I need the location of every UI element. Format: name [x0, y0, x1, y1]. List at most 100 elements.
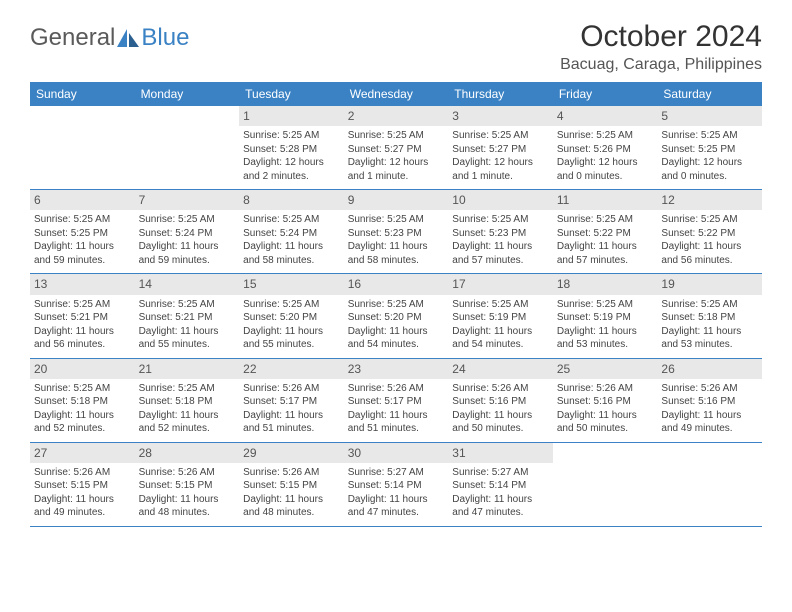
- sunset-line: Sunset: 5:14 PM: [348, 479, 445, 493]
- calendar-day-cell: 23Sunrise: 5:26 AMSunset: 5:17 PMDayligh…: [344, 359, 449, 442]
- day-number: 22: [239, 359, 344, 379]
- calendar-day-cell: 28Sunrise: 5:26 AMSunset: 5:15 PMDayligh…: [135, 443, 240, 526]
- day-number: 2: [344, 106, 449, 126]
- sunrise-line: Sunrise: 5:25 AM: [243, 213, 340, 227]
- calendar-day-cell: 30Sunrise: 5:27 AMSunset: 5:14 PMDayligh…: [344, 443, 449, 526]
- daylight-line: Daylight: 11 hours and 51 minutes.: [348, 409, 445, 436]
- sunrise-line: Sunrise: 5:26 AM: [243, 382, 340, 396]
- weekday-header: Monday: [135, 82, 240, 106]
- calendar: SundayMondayTuesdayWednesdayThursdayFrid…: [30, 82, 762, 527]
- sunset-line: Sunset: 5:15 PM: [243, 479, 340, 493]
- daylight-line: Daylight: 11 hours and 59 minutes.: [34, 240, 131, 267]
- sunrise-line: Sunrise: 5:26 AM: [34, 466, 131, 480]
- sunset-line: Sunset: 5:25 PM: [661, 143, 758, 157]
- sunrise-line: Sunrise: 5:25 AM: [557, 213, 654, 227]
- calendar-week-row: ..1Sunrise: 5:25 AMSunset: 5:28 PMDaylig…: [30, 106, 762, 190]
- page-header: General Blue October 2024 Bacuag, Caraga…: [30, 20, 762, 74]
- daylight-line: Daylight: 11 hours and 55 minutes.: [243, 325, 340, 352]
- sunrise-line: Sunrise: 5:25 AM: [661, 213, 758, 227]
- day-number: 15: [239, 274, 344, 294]
- sunset-line: Sunset: 5:19 PM: [557, 311, 654, 325]
- calendar-day-cell: 26 Sunrise: 5:26 AMSunset: 5:16 PMDayligh…: [657, 359, 762, 442]
- calendar-day-cell: 14Sunrise: 5:25 AMSunset: 5:21 PMDayligh…: [135, 274, 240, 357]
- sunset-line: Sunset: 5:23 PM: [348, 227, 445, 241]
- calendar-day-cell: 2Sunrise: 5:25 AMSunset: 5:27 PMDaylight…: [344, 106, 449, 189]
- logo: General Blue: [30, 20, 189, 52]
- day-number: 23: [344, 359, 449, 379]
- calendar-day-cell: 1Sunrise: 5:25 AMSunset: 5:28 PMDaylight…: [239, 106, 344, 189]
- calendar-week-row: 20Sunrise: 5:25 AMSunset: 5:18 PMDayligh…: [30, 359, 762, 443]
- day-number: 11: [553, 190, 658, 210]
- weekday-header: Tuesday: [239, 82, 344, 106]
- daylight-line: Daylight: 12 hours and 1 minute.: [452, 156, 549, 183]
- daylight-line: Daylight: 11 hours and 54 minutes.: [348, 325, 445, 352]
- sunset-line: Sunset: 5:24 PM: [139, 227, 236, 241]
- sunset-line: Sunset: 5:20 PM: [243, 311, 340, 325]
- daylight-line: Daylight: 11 hours and 48 minutes.: [243, 493, 340, 520]
- daylight-line: Daylight: 11 hours and 52 minutes.: [34, 409, 131, 436]
- weekday-header-row: SundayMondayTuesdayWednesdayThursdayFrid…: [30, 82, 762, 106]
- sunrise-line: Sunrise: 5:25 AM: [139, 213, 236, 227]
- calendar-day-cell: 9Sunrise: 5:25 AMSunset: 5:23 PMDaylight…: [344, 190, 449, 273]
- day-number: 14: [135, 274, 240, 294]
- calendar-day-cell: 16Sunrise: 5:25 AMSunset: 5:20 PMDayligh…: [344, 274, 449, 357]
- logo-text-blue: Blue: [141, 24, 189, 52]
- sunset-line: Sunset: 5:28 PM: [243, 143, 340, 157]
- sunrise-line: Sunrise: 5:25 AM: [243, 298, 340, 312]
- sunset-line: Sunset: 5:14 PM: [452, 479, 549, 493]
- calendar-empty-cell: .: [30, 106, 135, 189]
- sunrise-line: Sunrise: 5:25 AM: [557, 129, 654, 143]
- month-title: October 2024: [560, 20, 762, 54]
- sunrise-line: Sunrise: 5:27 AM: [452, 466, 549, 480]
- weekday-header: Sunday: [30, 82, 135, 106]
- sunrise-line: Sunrise: 5:25 AM: [348, 129, 445, 143]
- daylight-line: Daylight: 11 hours and 50 minutes.: [452, 409, 549, 436]
- sunset-line: Sunset: 5:20 PM: [348, 311, 445, 325]
- day-number: 9: [344, 190, 449, 210]
- daylight-line: Daylight: 11 hours and 58 minutes.: [243, 240, 340, 267]
- sunset-line: Sunset: 5:21 PM: [139, 311, 236, 325]
- day-number: 28: [135, 443, 240, 463]
- day-number: 27: [30, 443, 135, 463]
- sunset-line: Sunset: 5:21 PM: [34, 311, 131, 325]
- daylight-line: Daylight: 11 hours and 58 minutes.: [348, 240, 445, 267]
- sunrise-line: Sunrise: 5:25 AM: [452, 129, 549, 143]
- calendar-day-cell: 12Sunrise: 5:25 AMSunset: 5:22 PMDayligh…: [657, 190, 762, 273]
- day-number: 20: [30, 359, 135, 379]
- calendar-day-cell: 19Sunrise: 5:25 AMSunset: 5:18 PMDayligh…: [657, 274, 762, 357]
- weekday-header: Saturday: [657, 82, 762, 106]
- day-number: 7: [135, 190, 240, 210]
- daylight-line: Daylight: 11 hours and 55 minutes.: [139, 325, 236, 352]
- daylight-line: Daylight: 11 hours and 47 minutes.: [348, 493, 445, 520]
- daylight-line: Daylight: 11 hours and 53 minutes.: [557, 325, 654, 352]
- sunset-line: Sunset: 5:16 PM: [557, 395, 654, 409]
- daylight-line: Daylight: 12 hours and 0 minutes.: [557, 156, 654, 183]
- weekday-header: Wednesday: [344, 82, 449, 106]
- sunrise-line: Sunrise: 5:26 AM: [452, 382, 549, 396]
- daylight-line: Daylight: 11 hours and 50 minutes.: [557, 409, 654, 436]
- sunrise-line: Sunrise: 5:26 AM: [661, 382, 758, 396]
- sunrise-line: Sunrise: 5:26 AM: [139, 466, 236, 480]
- calendar-day-cell: 31Sunrise: 5:27 AMSunset: 5:14 PMDayligh…: [448, 443, 553, 526]
- calendar-day-cell: 10Sunrise: 5:25 AMSunset: 5:23 PMDayligh…: [448, 190, 553, 273]
- sunrise-line: Sunrise: 5:25 AM: [34, 213, 131, 227]
- daylight-line: Daylight: 11 hours and 52 minutes.: [139, 409, 236, 436]
- sunset-line: Sunset: 5:16 PM: [661, 395, 758, 409]
- sunset-line: Sunset: 5:24 PM: [243, 227, 340, 241]
- sunset-line: Sunset: 5:26 PM: [557, 143, 654, 157]
- calendar-day-cell: 13Sunrise: 5:25 AMSunset: 5:21 PMDayligh…: [30, 274, 135, 357]
- day-number: 12: [657, 190, 762, 210]
- daylight-line: Daylight: 11 hours and 47 minutes.: [452, 493, 549, 520]
- daylight-line: Daylight: 12 hours and 1 minute.: [348, 156, 445, 183]
- sunset-line: Sunset: 5:15 PM: [34, 479, 131, 493]
- day-number: 17: [448, 274, 553, 294]
- daylight-line: Daylight: 11 hours and 49 minutes.: [661, 409, 758, 436]
- daylight-line: Daylight: 11 hours and 48 minutes.: [139, 493, 236, 520]
- location-text: Bacuag, Caraga, Philippines: [560, 56, 762, 74]
- day-number: 26: [657, 359, 762, 379]
- day-number: 4: [553, 106, 658, 126]
- sunset-line: Sunset: 5:27 PM: [452, 143, 549, 157]
- sunrise-line: Sunrise: 5:25 AM: [348, 298, 445, 312]
- calendar-day-cell: 22Sunrise: 5:26 AMSunset: 5:17 PMDayligh…: [239, 359, 344, 442]
- sunrise-line: Sunrise: 5:27 AM: [348, 466, 445, 480]
